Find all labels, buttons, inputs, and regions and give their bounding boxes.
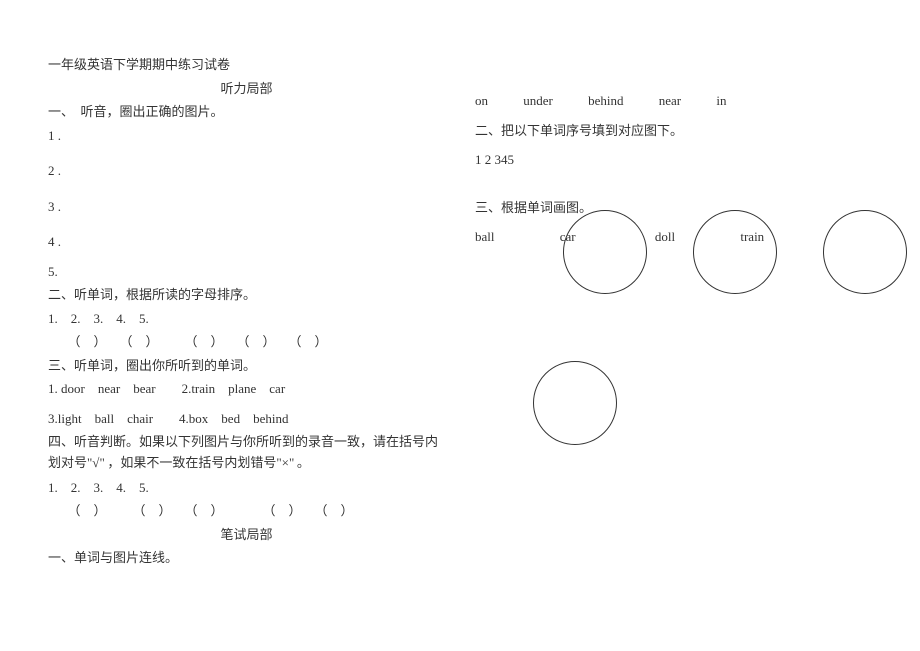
section-4-numbers: 1. 2. 3. 4. 5. [48,478,445,498]
q2: 2 . [48,161,445,181]
q5: 5. [48,262,445,282]
written-header: 笔试局部 [48,525,445,545]
word-under: under [523,91,553,111]
section-2-numbers: 1. 2. 3. 4. 5. [48,309,445,329]
q4: 4 . [48,232,445,252]
preposition-words: on under behind near in [475,91,872,111]
q3: 3 . [48,197,445,217]
section-3-heading: 三、听单词，圈出你所听到的单词。 [48,356,445,376]
section-1-heading: 一、 听音，圈出正确的图片。 [48,102,445,122]
section-4-heading: 四、听音判断。如果以下列图片与你所听到的录音一致，请在括号内划对号"√" ，如果… [48,432,445,474]
word-behind: behind [588,91,623,111]
written-section-1-heading: 一、单词与图片连线。 [48,548,445,568]
circle-3 [823,210,907,294]
word-on: on [475,91,488,111]
word-near: near [659,91,681,111]
q1: 1 . [48,126,445,146]
left-column: 一年级英语下学期期中练习试卷 听力局部 一、 听音，圈出正确的图片。 1 . 2… [48,55,445,572]
written-section-2-heading: 二、把以下单词序号填到对应图下。 [475,121,872,141]
section-2-heading: 二、听单词，根据所读的字母排序。 [48,285,445,305]
word-ball: ball [475,227,495,247]
section-4-parentheses: （ ） （ ） （ ） （ ） （ ） [48,501,445,521]
doc-title: 一年级英语下学期期中练习试卷 [48,55,445,75]
circle-2 [693,210,777,294]
page: 一年级英语下学期期中练习试卷 听力局部 一、 听音，圈出正确的图片。 1 . 2… [0,0,920,572]
right-column: on under behind near in 二、把以下单词序号填到对应图下。… [475,55,872,572]
circle-4 [533,361,617,445]
listening-header: 听力局部 [48,79,445,99]
circle-row-1 [563,210,907,294]
section-3-line-2: 3.light ball chair 4.box bed behind [48,409,445,429]
word-in: in [716,91,726,111]
circle-row-2 [533,361,617,445]
circle-1 [563,210,647,294]
section-3-line-1: 1. door near bear 2.train plane car [48,379,445,399]
section-2-parentheses: （ ） （ ） （ ） （ ） （ ） [48,332,445,352]
written-section-2-numbers: 1 2 345 [475,150,872,170]
